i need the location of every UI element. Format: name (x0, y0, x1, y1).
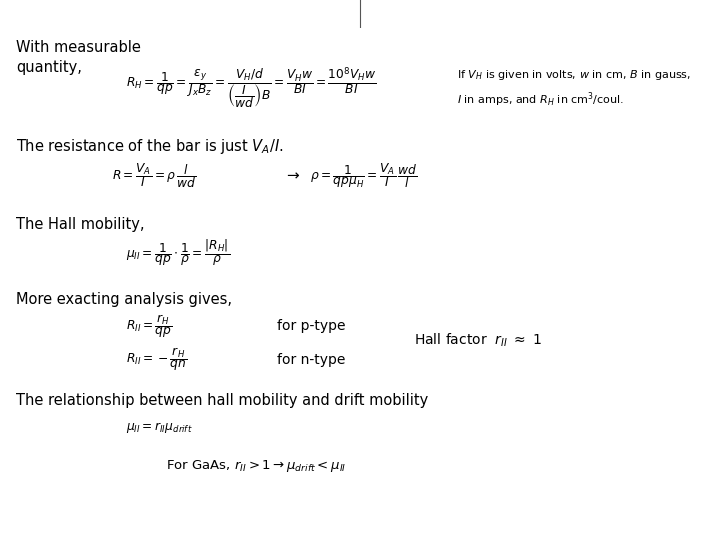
Text: Hall factor  $r_{II}\ \approx\ 1$: Hall factor $r_{II}\ \approx\ 1$ (414, 332, 542, 349)
Text: for p-type: for p-type (277, 319, 346, 333)
Text: quantity,: quantity, (16, 59, 81, 75)
Text: With measurable: With measurable (16, 40, 140, 55)
Text: $R_H = \dfrac{1}{qp} = \dfrac{\varepsilon_y}{J_x B_z} = \dfrac{V_H/d}{\left(\dfr: $R_H = \dfrac{1}{qp} = \dfrac{\varepsilo… (126, 66, 377, 111)
Text: $\rho = \dfrac{1}{qp\mu_H} = \dfrac{V_A}{I}\,\dfrac{wd}{l}$: $\rho = \dfrac{1}{qp\mu_H} = \dfrac{V_A}… (310, 161, 417, 190)
Text: $R_{II} = \dfrac{r_H}{qp}$: $R_{II} = \dfrac{r_H}{qp}$ (126, 312, 173, 340)
Text: for n-type: for n-type (277, 353, 346, 367)
Text: $\rightarrow$: $\rightarrow$ (284, 168, 302, 183)
Text: $R_{II} = -\dfrac{r_H}{qn}$: $R_{II} = -\dfrac{r_H}{qn}$ (126, 346, 187, 374)
Text: Advanced Semiconductor Fundamentals: Advanced Semiconductor Fundamentals (4, 9, 240, 19)
Text: Jung-Hee Lee @ Nitride Semiconductor Device Lab.: Jung-Hee Lee @ Nitride Semiconductor Dev… (385, 521, 652, 531)
Text: Chapter 6  Carrier Transport: Chapter 6 Carrier Transport (515, 9, 680, 19)
Text: $\mu_{II} = \dfrac{1}{qp}\cdot\dfrac{1}{\rho} = \dfrac{|R_H|}{\rho}$: $\mu_{II} = \dfrac{1}{qp}\cdot\dfrac{1}{… (126, 238, 230, 268)
Text: The relationship between hall mobility and drift mobility: The relationship between hall mobility a… (16, 393, 428, 408)
Text: If $V_H$ is given in volts, $w$ in cm, $B$ in gauss,
$I$ in amps, and $R_H$ in c: If $V_H$ is given in volts, $w$ in cm, $… (457, 68, 691, 109)
Text: More exacting analysis gives,: More exacting analysis gives, (16, 292, 232, 307)
Text: $R = \dfrac{V_A}{I} = \rho\,\dfrac{l}{wd}$: $R = \dfrac{V_A}{I} = \rho\,\dfrac{l}{wd… (112, 161, 196, 190)
Text: The Hall mobility,: The Hall mobility, (16, 217, 144, 232)
Text: $\mu_{II} = r_{II}\mu_{drift}$: $\mu_{II} = r_{II}\mu_{drift}$ (126, 420, 192, 435)
Text: The resistance of the bar is just $V_A/I$.: The resistance of the bar is just $V_A/I… (16, 137, 284, 156)
Text: For GaAs, $r_{II}> 1 \rightarrow \mu_{drift} < \mu_{II}$: For GaAs, $r_{II}> 1 \rightarrow \mu_{dr… (166, 458, 346, 474)
